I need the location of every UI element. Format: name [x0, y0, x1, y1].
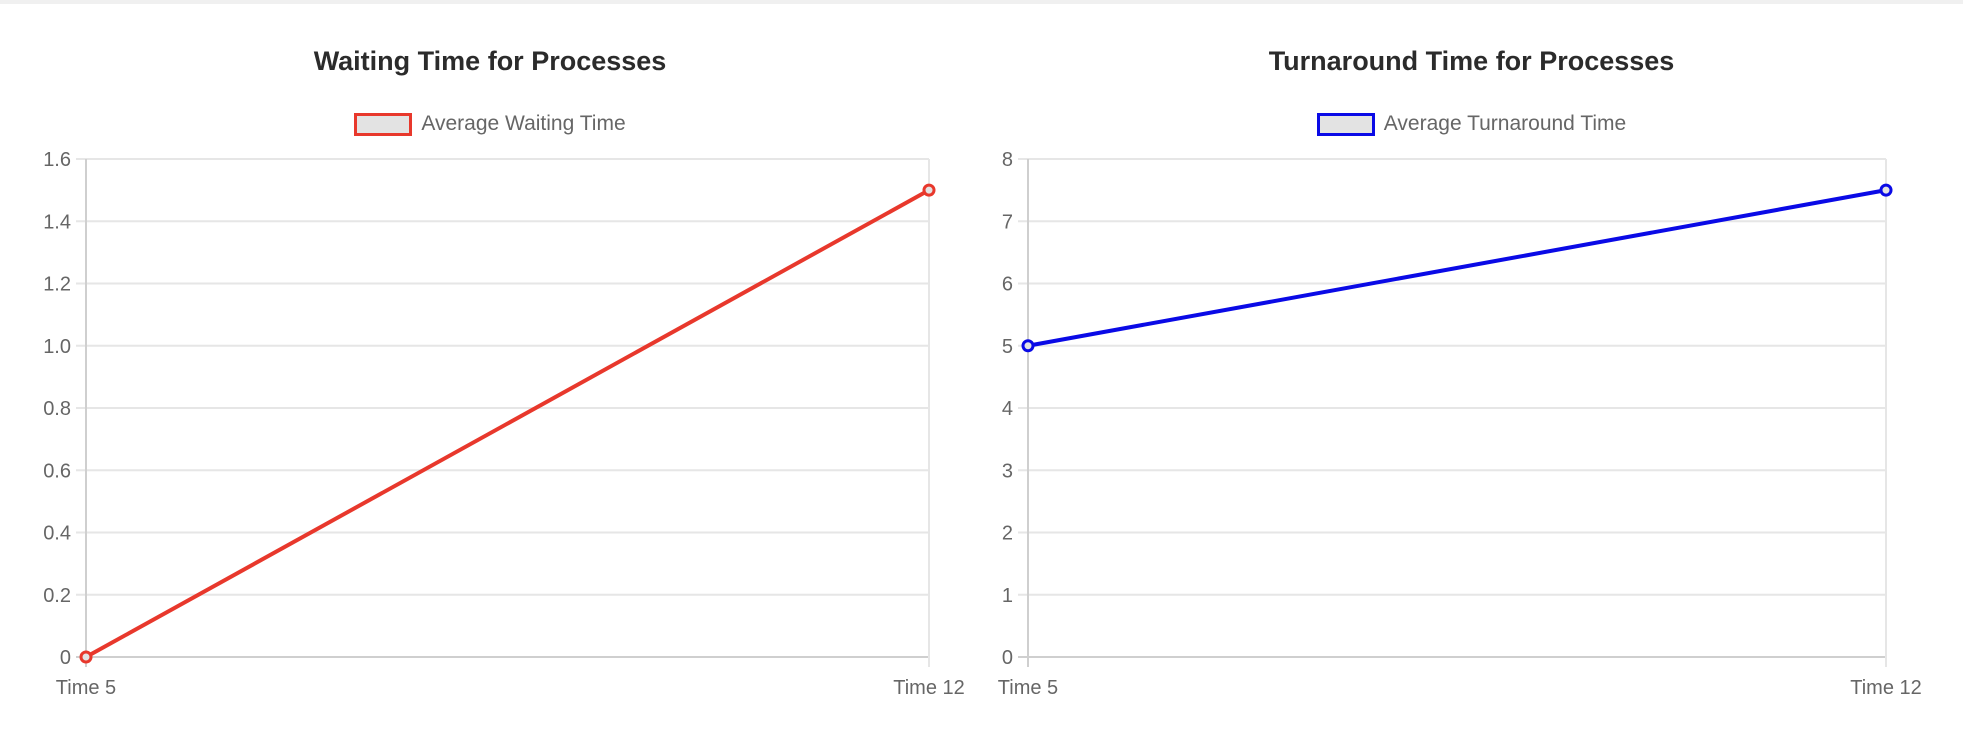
y-tick-label: 0	[60, 647, 71, 669]
y-tick-label: 0.4	[43, 523, 71, 545]
chart-plot-area: 8 7 6 5 4 3 2 1 0 Time 5 Time 12	[998, 149, 1922, 699]
series-line	[85, 188, 930, 659]
series-line	[1027, 188, 1887, 348]
y-tick-label: 1.0	[43, 336, 71, 358]
turnaround-time-chart: Turnaround Time for Processes Average Tu…	[980, 0, 1963, 756]
chart-title: Waiting Time for Processes	[313, 46, 667, 76]
legend-label[interactable]: Average Turnaround Time	[1383, 112, 1627, 135]
y-tick-label: 0.2	[43, 585, 71, 607]
y-tick-label: 1	[1002, 585, 1013, 607]
top-border	[0, 0, 1963, 4]
legend-label[interactable]: Average Waiting Time	[421, 112, 626, 135]
chart-title: Turnaround Time for Processes	[1268, 46, 1675, 76]
y-tick-label: 2	[1002, 523, 1013, 545]
waiting-time-chart: Waiting Time for Processes Average Waiti…	[0, 0, 980, 756]
chart-plot-area: 1.6 1.4 1.2 1.0 0.8 0.6 0.4 0.2 0 Time 5 Time 12	[43, 149, 965, 699]
x-tick-label: Time 5	[56, 677, 116, 699]
y-tick-label: 4	[1002, 398, 1013, 420]
data-point	[1879, 183, 1893, 197]
y-tick-label: 5	[1002, 336, 1013, 358]
x-tick-label: Time 12	[1850, 677, 1922, 699]
y-tick-label: 1.4	[43, 211, 71, 233]
y-tick-label: 1.6	[43, 149, 71, 171]
y-tick-label: 8	[1002, 149, 1013, 171]
chart-legend: Average Turnaround Time	[980, 112, 1963, 136]
legend-swatch[interactable]	[354, 112, 413, 136]
x-tick-label: Time 12	[893, 677, 965, 699]
data-point	[922, 183, 936, 197]
data-point	[79, 650, 93, 664]
y-tick-label: 0	[1002, 647, 1013, 669]
data-point	[1021, 339, 1035, 353]
chart-legend: Average Waiting Time	[0, 112, 980, 136]
y-tick-label: 1.2	[43, 274, 71, 296]
legend-swatch[interactable]	[1316, 112, 1375, 136]
x-tick-label: Time 5	[998, 677, 1058, 699]
y-tick-label: 0.6	[43, 460, 71, 482]
y-tick-label: 0.8	[43, 398, 71, 420]
y-tick-label: 6	[1002, 274, 1013, 296]
y-tick-label: 3	[1002, 460, 1013, 482]
y-tick-label: 7	[1002, 211, 1013, 233]
